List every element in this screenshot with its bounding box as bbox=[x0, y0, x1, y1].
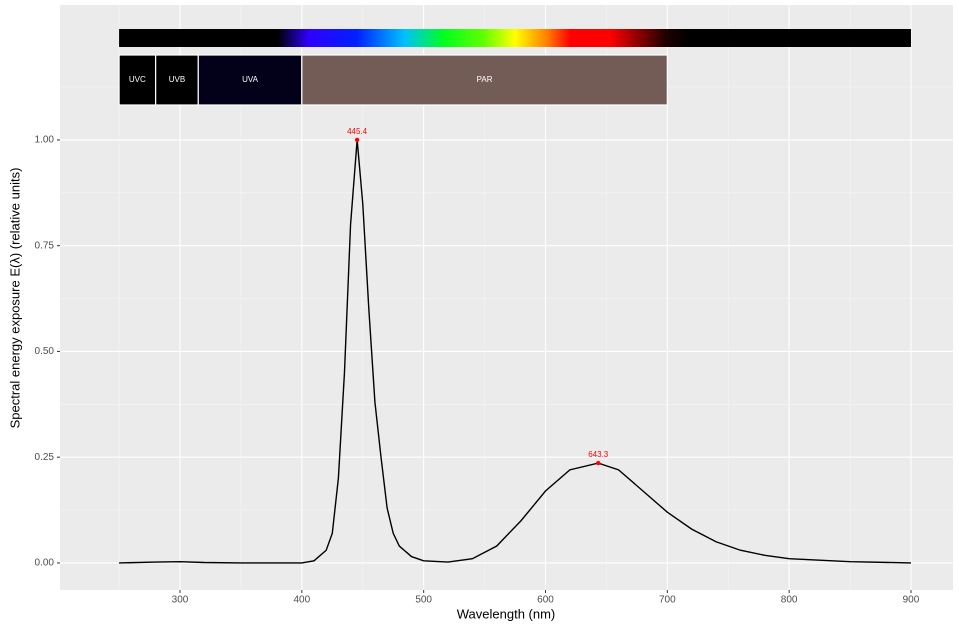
x-tick-label: 500 bbox=[415, 595, 432, 606]
x-tick-label: 300 bbox=[172, 595, 189, 606]
x-tick-label: 400 bbox=[293, 595, 310, 606]
band bbox=[197, 54, 303, 106]
x-tick-label: 700 bbox=[659, 595, 676, 606]
x-tick-label: 800 bbox=[781, 595, 798, 606]
line bbox=[119, 139, 911, 564]
band bbox=[155, 54, 199, 106]
peak-point bbox=[596, 460, 601, 466]
y-tick-label: 0.75 bbox=[35, 240, 55, 251]
spectrum-bar bbox=[119, 29, 911, 47]
band-label: UVA bbox=[242, 75, 259, 84]
y-tick-label: 0.25 bbox=[35, 452, 55, 463]
y-axis-title: Spectral energy exposure E(λ) (relative … bbox=[7, 168, 22, 429]
x-axis-title: Wavelength (nm) bbox=[457, 606, 556, 621]
peak-label: 643.3 bbox=[588, 450, 609, 459]
band-label: UVB bbox=[169, 75, 185, 84]
y-tick-label: 0.50 bbox=[35, 346, 55, 357]
peak-label: 445.4 bbox=[347, 127, 368, 136]
band-label: PAR bbox=[477, 75, 493, 84]
band-label: UVC bbox=[129, 75, 146, 84]
y-tick-label: 0.00 bbox=[35, 558, 55, 569]
band bbox=[118, 54, 157, 106]
y-tick-label: 1.00 bbox=[35, 135, 55, 146]
band bbox=[301, 54, 668, 106]
x-tick-label: 600 bbox=[537, 595, 554, 606]
x-tick-label: 900 bbox=[903, 595, 920, 606]
marks: UVC UVB UVA PAR 445.4 643.3 bbox=[118, 29, 911, 564]
peak-point bbox=[354, 137, 360, 143]
